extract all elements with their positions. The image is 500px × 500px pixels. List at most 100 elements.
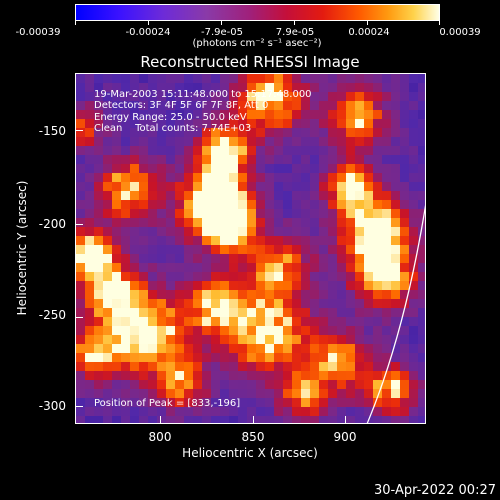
image-pixel: [274, 218, 284, 228]
image-pixel: [202, 416, 212, 423]
image-pixel: [355, 326, 365, 336]
image-pixel: [148, 83, 158, 93]
image-pixel: [373, 335, 383, 345]
image-pixel: [355, 155, 365, 165]
image-pixel: [292, 308, 302, 318]
image-pixel: [373, 155, 383, 165]
image-pixel: [220, 236, 230, 246]
image-pixel: [265, 263, 275, 273]
image-pixel: [211, 290, 221, 300]
image-pixel: [157, 326, 167, 336]
image-pixel: [130, 209, 140, 219]
image-pixel: [346, 335, 356, 345]
image-pixel: [310, 290, 320, 300]
image-pixel: [112, 137, 122, 147]
image-pixel: [211, 317, 221, 327]
image-pixel: [211, 173, 221, 183]
image-pixel: [355, 416, 365, 423]
image-pixel: [355, 263, 365, 273]
image-pixel: [220, 92, 230, 102]
image-pixel: [391, 110, 401, 120]
image-pixel: [103, 290, 113, 300]
image-pixel: [184, 200, 194, 210]
image-pixel: [85, 227, 95, 237]
image-pixel: [184, 173, 194, 183]
image-pixel: [94, 101, 104, 111]
image-pixel: [292, 101, 302, 111]
image-pixel: [220, 83, 230, 93]
image-pixel: [337, 209, 347, 219]
image-pixel: [310, 119, 320, 129]
image-pixel: [238, 398, 248, 408]
image-pixel: [301, 92, 311, 102]
image-pixel: [85, 398, 95, 408]
image-pixel: [274, 245, 284, 255]
image-pixel: [355, 344, 365, 354]
image-pixel: [229, 146, 239, 156]
image-pixel: [148, 290, 158, 300]
image-pixel: [418, 281, 425, 291]
image-pixel: [292, 74, 302, 84]
image-pixel: [184, 416, 194, 423]
image-pixel: [256, 218, 266, 228]
image-pixel: [328, 272, 338, 282]
image-pixel: [139, 182, 149, 192]
image-pixel: [400, 164, 410, 174]
image-pixel: [319, 92, 329, 102]
image-pixel: [121, 362, 131, 372]
image-pixel: [418, 290, 425, 300]
image-pixel: [373, 398, 383, 408]
image-pixel: [274, 128, 284, 138]
image-pixel: [409, 380, 419, 390]
image-pixel: [94, 254, 104, 264]
image-pixel: [319, 128, 329, 138]
image-pixel: [94, 407, 104, 417]
image-pixel: [364, 335, 374, 345]
image-pixel: [238, 236, 248, 246]
image-pixel: [346, 137, 356, 147]
image-pixel: [319, 362, 329, 372]
image-pixel: [247, 254, 257, 264]
image-pixel: [247, 110, 257, 120]
image-pixel: [265, 407, 275, 417]
image-pixel: [391, 209, 401, 219]
image-pixel: [202, 209, 212, 219]
image-pixel: [76, 146, 86, 156]
image-pixel: [148, 389, 158, 399]
image-pixel: [85, 389, 95, 399]
image-pixel: [103, 110, 113, 120]
image-pixel: [409, 119, 419, 129]
image-pixel: [229, 335, 239, 345]
image-pixel: [274, 227, 284, 237]
image-pixel: [130, 416, 140, 423]
image-pixel: [256, 74, 266, 84]
time-range-text: 19-Mar-2003 15:11:48.000 to 15:17:48.000: [94, 89, 312, 100]
image-pixel: [382, 371, 392, 381]
image-pixel: [157, 164, 167, 174]
image-pixel: [274, 308, 284, 318]
image-pixel: [418, 254, 425, 264]
image-pixel: [256, 110, 266, 120]
image-pixel: [202, 326, 212, 336]
image-pixel: [202, 362, 212, 372]
image-pixel: [229, 200, 239, 210]
image-pixel: [121, 119, 131, 129]
image-pixel: [166, 290, 176, 300]
image-pixel: [292, 362, 302, 372]
image-pixel: [130, 191, 140, 201]
image-pixel: [409, 353, 419, 363]
image-pixel: [328, 209, 338, 219]
image-pixel: [346, 155, 356, 165]
image-pixel: [400, 119, 410, 129]
image-pixel: [166, 389, 176, 399]
image-pixel: [310, 218, 320, 228]
image-pixel: [355, 101, 365, 111]
image-pixel: [364, 155, 374, 165]
image-pixel: [337, 290, 347, 300]
image-pixel: [94, 146, 104, 156]
image-pixel: [310, 353, 320, 363]
image-pixel: [157, 173, 167, 183]
image-pixel: [184, 299, 194, 309]
colorbar-tick: [148, 20, 149, 25]
image-pixel: [220, 353, 230, 363]
